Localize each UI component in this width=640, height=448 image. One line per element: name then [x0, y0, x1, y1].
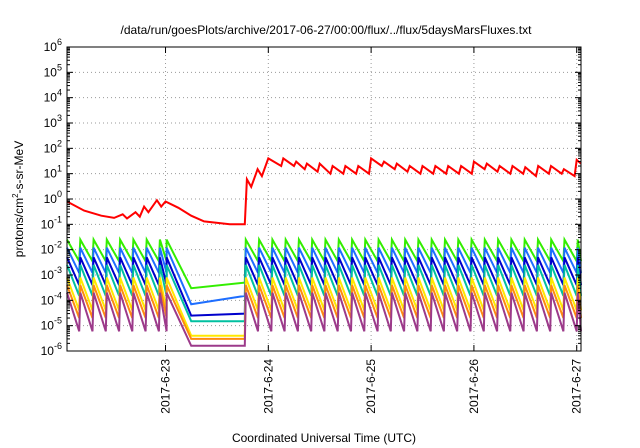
y-axis-label: protons/cm2-s-sr-MeV — [11, 141, 26, 257]
y-tick-base: 10 — [41, 319, 55, 333]
series-line-7 — [66, 292, 582, 347]
y-tick-exponent: 3 — [57, 113, 62, 123]
y-tick-exponent: 1 — [57, 164, 62, 174]
y-tick-base: 10 — [44, 192, 58, 206]
y-tick-label: 10-6 — [41, 341, 62, 358]
series-lines — [66, 156, 582, 347]
y-tick-base: 10 — [41, 344, 55, 358]
x-tick-label: 2017-6-25 — [364, 359, 378, 414]
y-axis-label-superscript: 2 — [11, 193, 20, 198]
y-tick-base: 10 — [41, 217, 55, 231]
y-tick-label: 105 — [44, 62, 62, 79]
x-tick-label: 2017-6-26 — [467, 359, 481, 414]
y-tick-label: 10-3 — [41, 265, 62, 282]
y-tick-label: 10-1 — [41, 214, 62, 231]
y-tick-base: 10 — [44, 40, 58, 54]
y-tick-exponent: -6 — [54, 341, 62, 351]
y-tick-label: 104 — [44, 88, 62, 105]
y-tick-exponent: -1 — [54, 214, 62, 224]
y-tick-base: 10 — [41, 243, 55, 257]
y-tick-base: 10 — [44, 141, 58, 155]
y-tick-label: 106 — [44, 37, 62, 54]
y-tick-exponent: 4 — [57, 88, 62, 98]
y-tick-exponent: -2 — [54, 240, 62, 250]
y-tick-label: 100 — [44, 189, 62, 206]
y-tick-label: 10-4 — [41, 290, 62, 307]
series-line-0 — [66, 156, 582, 226]
y-tick-base: 10 — [44, 116, 58, 130]
y-tick-label: 102 — [44, 138, 62, 155]
x-tick-label: 2017-6-23 — [159, 359, 173, 414]
y-axis-label-base: protons/cm — [12, 198, 26, 257]
y-tick-exponent: -5 — [54, 316, 62, 326]
y-tick-label: 103 — [44, 113, 62, 130]
y-axis-label-suffix: -s-sr-MeV — [12, 141, 26, 194]
x-tick-label: 2017-6-24 — [261, 359, 275, 414]
y-axis: 10-610-510-410-310-210-11001011021031041… — [41, 37, 581, 358]
y-tick-base: 10 — [44, 167, 58, 181]
y-tick-exponent: -3 — [54, 265, 62, 275]
y-tick-label: 10-5 — [41, 316, 62, 333]
y-tick-exponent: 2 — [57, 138, 62, 148]
y-tick-base: 10 — [41, 268, 55, 282]
y-tick-base: 10 — [41, 293, 55, 307]
y-tick-exponent: 0 — [57, 189, 62, 199]
x-axis-label: Coordinated Universal Time (UTC) — [232, 431, 416, 445]
y-tick-exponent: 5 — [57, 62, 62, 72]
x-axis: 2017-6-23 2017-6-24 2017-6-25 2017-6-26 2017… — [159, 47, 584, 414]
y-tick-exponent: -4 — [54, 290, 62, 300]
y-tick-label: 101 — [44, 164, 62, 181]
chart-title: /data/run/goesPlots/archive/2017-06-27/0… — [121, 23, 533, 37]
x-tick-label: 2017-6-27 — [570, 359, 584, 414]
y-tick-label: 10-2 — [41, 240, 62, 257]
y-tick-exponent: 6 — [57, 37, 62, 47]
y-tick-base: 10 — [44, 65, 58, 79]
y-tick-base: 10 — [44, 91, 58, 105]
